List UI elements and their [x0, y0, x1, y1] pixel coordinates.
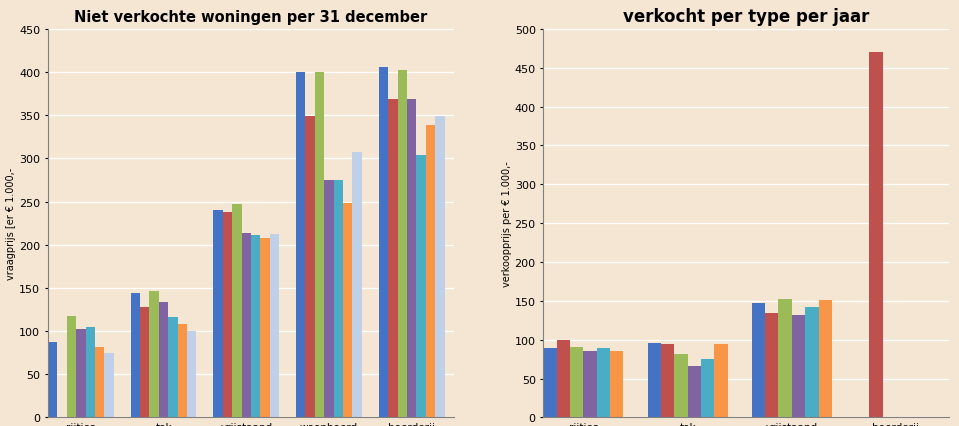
Bar — [315, 73, 324, 417]
Bar — [407, 100, 416, 417]
Bar — [570, 347, 583, 417]
Bar — [334, 181, 343, 417]
Bar — [610, 351, 623, 417]
Bar — [159, 302, 168, 417]
Bar — [674, 354, 688, 417]
Bar — [583, 351, 596, 417]
Bar — [792, 315, 806, 417]
Bar — [596, 348, 610, 417]
Bar — [688, 366, 701, 417]
Bar — [343, 204, 353, 417]
Bar — [150, 291, 159, 417]
Y-axis label: verkoopprijs per € 1.000,-: verkoopprijs per € 1.000,- — [502, 161, 512, 286]
Bar — [661, 345, 674, 417]
Bar — [701, 359, 714, 417]
Bar — [806, 308, 819, 417]
Title: verkocht per type per jaar: verkocht per type per jaar — [623, 8, 870, 26]
Bar — [130, 294, 140, 417]
Bar — [647, 343, 661, 417]
Bar — [95, 347, 105, 417]
Bar — [296, 73, 306, 417]
Bar — [105, 353, 114, 417]
Bar — [426, 125, 435, 417]
Bar — [819, 300, 831, 417]
Bar — [76, 330, 85, 417]
Bar — [544, 348, 557, 417]
Bar — [306, 116, 315, 417]
Bar — [232, 204, 242, 417]
Bar — [48, 342, 58, 417]
Bar — [353, 153, 362, 417]
Bar — [177, 325, 187, 417]
Bar — [222, 212, 232, 417]
Y-axis label: vraagprijs [er € 1.000,-: vraagprijs [er € 1.000,- — [7, 168, 16, 279]
Bar — [251, 236, 261, 417]
Bar — [435, 117, 445, 417]
Bar — [388, 100, 398, 417]
Bar — [869, 53, 882, 417]
Bar — [187, 331, 197, 417]
Bar — [85, 327, 95, 417]
Bar — [269, 235, 279, 417]
Bar — [714, 345, 728, 417]
Bar — [765, 313, 779, 417]
Bar — [324, 181, 334, 417]
Bar — [214, 211, 222, 417]
Bar — [168, 317, 177, 417]
Bar — [261, 238, 269, 417]
Bar — [557, 340, 570, 417]
Bar — [242, 233, 251, 417]
Bar — [779, 299, 792, 417]
Bar — [379, 68, 388, 417]
Bar — [416, 155, 426, 417]
Bar — [67, 317, 76, 417]
Bar — [752, 303, 765, 417]
Bar — [140, 307, 150, 417]
Title: Niet verkochte woningen per 31 december: Niet verkochte woningen per 31 december — [75, 9, 428, 25]
Bar — [398, 71, 407, 417]
